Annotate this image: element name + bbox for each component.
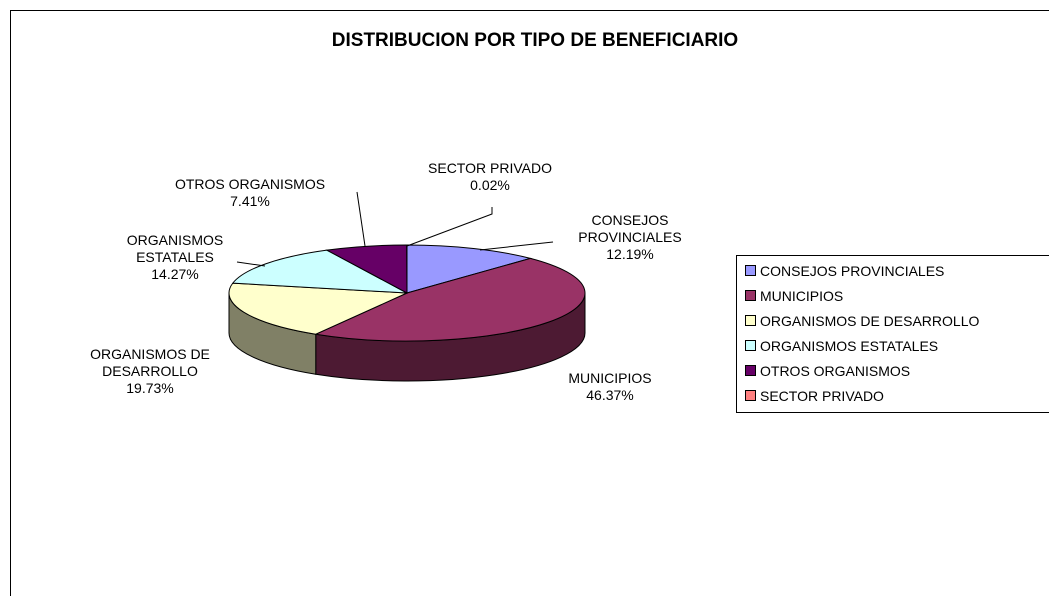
- legend-item: SECTOR PRIVADO: [745, 387, 884, 405]
- legend-label: MUNICIPIOS: [760, 288, 844, 304]
- legend-label: ORGANISMOS ESTATALES: [760, 338, 939, 354]
- chart-title: DISTRIBUCION POR TIPO DE BENEFICIARIO: [331, 30, 739, 51]
- legend-swatch: [745, 315, 756, 326]
- data-label-value: 12.19%: [606, 246, 654, 262]
- leader-line: [236, 261, 266, 267]
- data-label-name: OTROS ORGANISMOS: [174, 176, 326, 192]
- data-label-value: 46.37%: [586, 387, 634, 403]
- legend-swatch: [745, 340, 756, 351]
- legend-item: MUNICIPIOS: [745, 287, 843, 305]
- data-label-value: 19.73%: [126, 380, 174, 396]
- leader-line: [479, 241, 554, 251]
- data-label-value: 0.02%: [470, 177, 510, 193]
- pie-slice: [406, 244, 533, 294]
- legend-label: CONSEJOS PROVINCIALES: [760, 263, 945, 279]
- legend-swatch: [745, 390, 756, 401]
- legend-item: CONSEJOS PROVINCIALES: [745, 262, 944, 280]
- legend-swatch: [745, 290, 756, 301]
- legend: CONSEJOS PROVINCIALES MUNICIPIOS ORGANISMO…: [736, 255, 1049, 413]
- data-label-value: 7.41%: [230, 193, 270, 209]
- data-label-name: MUNICIPIOS: [568, 370, 652, 386]
- legend-swatch: [745, 365, 756, 376]
- pie-slice: [228, 282, 408, 335]
- data-label-name: CONSEJOS PROVINCIALES: [578, 212, 682, 245]
- legend-label: ORGANISMOS DE DESARROLLO: [760, 313, 980, 329]
- legend-item: ORGANISMOS ESTATALES: [745, 337, 938, 355]
- data-label-name: SECTOR PRIVADO: [428, 160, 552, 176]
- legend-label: SECTOR PRIVADO: [760, 388, 884, 404]
- leader-line: [356, 191, 366, 247]
- pie-slice: [314, 257, 586, 342]
- data-label-name: ORGANISMOS DE DESARROLLO: [90, 346, 210, 379]
- legend-swatch: [745, 265, 756, 276]
- pie-slice: [231, 249, 408, 294]
- legend-label: OTROS ORGANISMOS: [760, 363, 911, 379]
- data-label-name: ORGANISMOS ESTATALES: [126, 232, 224, 265]
- legend-item: OTROS ORGANISMOS: [745, 362, 910, 380]
- legend-item: ORGANISMOS DE DESARROLLO: [745, 312, 979, 330]
- data-label-value: 14.27%: [151, 266, 199, 282]
- leader-line: [406, 207, 493, 247]
